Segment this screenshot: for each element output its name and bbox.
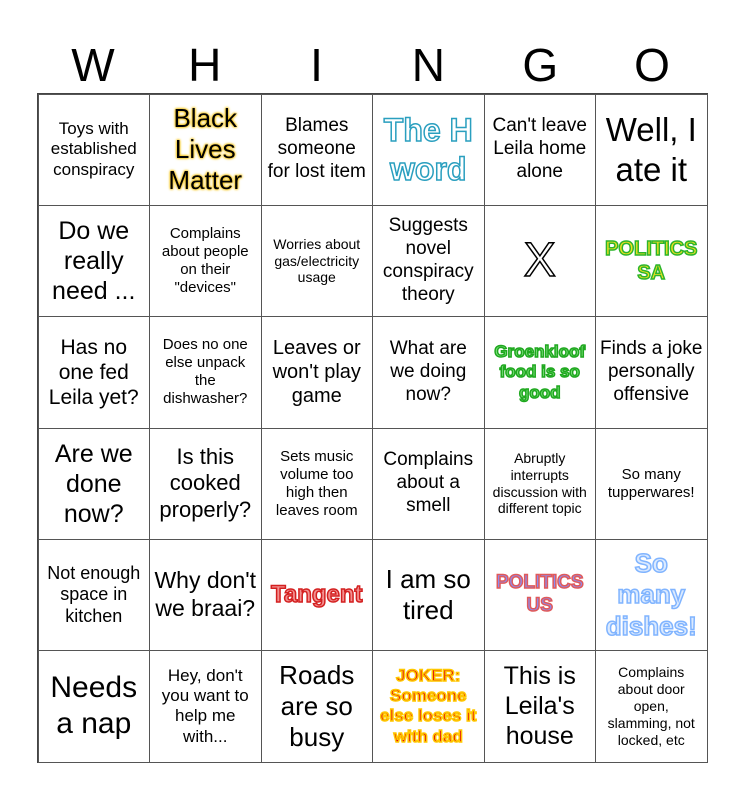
bingo-cell[interactable]: What are we doing now? [372,316,485,429]
bingo-cell[interactable]: Finds a joke personally offensive [595,316,708,429]
cell-text: Does no one else unpack the dishwasher? [162,336,248,408]
header-letter: G [522,39,559,91]
cell-text: So many dishes! [605,547,698,641]
cell-text: I am so tired [385,563,471,625]
cell-text: Leaves or won't play game [272,337,361,408]
bingo-cell[interactable]: So many dishes! [595,538,708,652]
cell-text: Is this cooked properly? [159,444,252,522]
bingo-cell[interactable]: Does no one else unpack the dishwasher? [149,316,262,429]
bingo-cell[interactable]: Worries about gas/electricity usage [260,204,373,318]
cell-text: Finds a joke personally offensive [600,338,703,405]
bingo-cell[interactable]: Is this cooked properly? [149,427,262,540]
bingo-cell[interactable]: Why don't we braai? [149,538,262,652]
bingo-cell[interactable]: Are we done now? [37,427,150,540]
header-letter: W [71,39,115,91]
cell-text: What are we doing now? [389,338,467,405]
bingo-cell[interactable]: Complains about a smell [372,427,485,540]
cell-text: Are we done now? [54,439,133,528]
cell-text: So many tupperwares! [607,465,695,501]
cell-text: Abruptly interrupts discussion with diff… [492,450,587,517]
cell-text: Toys with established conspiracy [50,119,137,179]
bingo-cell[interactable]: Tangent [260,538,373,652]
cell-text: This is Leila's house [503,662,576,751]
cell-text: JOKER: Someone else loses it with dad [379,665,477,747]
header-letter: N [411,39,446,91]
bingo-cell[interactable]: Blames someone for lost item [260,93,373,206]
bingo-cell[interactable]: The H word [372,93,485,206]
bingo-cell[interactable]: Groenkloof food is so good [483,316,596,429]
cell-text: Hey, don't you want to help me with... [161,665,249,746]
cell-text: Well, I ate it [605,111,697,188]
cell-text: Tangent [270,580,363,608]
cell-text: Complains about a smell [383,449,474,517]
cell-text: Black Lives Matter [168,102,243,196]
bingo-cell[interactable]: Needs a nap [37,650,150,763]
cell-text: Blames someone for lost item [267,115,366,183]
bingo-cell[interactable]: Complains about people on their "devices… [149,204,262,318]
bingo-cell[interactable]: Well, I ate it [595,93,708,206]
cell-text: Why don't we braai? [154,567,257,621]
cell-text: Complains about people on their "devices… [161,224,249,296]
bingo-cell[interactable]: Toys with established conspiracy [37,93,150,206]
bingo-cell[interactable]: Do we really need ... [37,204,150,318]
cell-text: X [523,233,557,288]
cell-text: Suggests novel conspiracy theory [382,215,474,305]
cell-text: Roads are so busy [279,659,355,752]
header-letter: O [634,39,670,91]
cell-text: Has no one fed Leila yet? [48,335,139,409]
bingo-cell[interactable]: Can't leave Leila home alone [483,93,596,206]
header-letter: H [188,39,222,91]
cell-text: Worries about gas/electricity usage [273,235,361,286]
bingo-cell[interactable]: Sets music volume too high then leaves r… [260,427,373,540]
cell-text: Groenkloof food is so good [494,341,586,402]
cell-text: POLITICS US [495,571,584,616]
cell-text: Needs a nap [50,671,138,741]
cell-text: Do we really need ... [52,216,136,305]
bingo-cell[interactable]: Roads are so busy [260,650,373,763]
cell-text: POLITICS SA [604,237,698,285]
cell-text: Sets music volume too high then leaves r… [275,447,358,519]
cell-text: Not enough space in kitchen [47,562,141,626]
bingo-cell[interactable]: Black Lives Matter [149,93,262,206]
bingo-cell[interactable]: Has no one fed Leila yet? [37,316,150,429]
bingo-cell[interactable]: Suggests novel conspiracy theory [372,204,485,318]
header-letter: I [310,39,323,91]
bingo-cell[interactable]: Hey, don't you want to help me with... [149,650,262,763]
cell-text: The H word [383,112,473,188]
bingo-cell[interactable]: Abruptly interrupts discussion with diff… [483,427,596,540]
bingo-cell[interactable]: Not enough space in kitchen [37,538,150,652]
cell-text: Can't leave Leila home alone [492,115,587,183]
bingo-cell[interactable]: I am so tired [372,538,485,652]
bingo-cell[interactable]: JOKER: Someone else loses it with dad [372,650,485,763]
bingo-cell[interactable]: Leaves or won't play game [260,316,373,429]
bingo-cell[interactable]: This is Leila's house [483,650,596,763]
free-space-cell[interactable]: X [483,204,596,318]
bingo-cell[interactable]: POLITICS SA [595,204,708,318]
bingo-grid: Toys with established conspiracy Black Li… [37,93,708,763]
bingo-cell[interactable]: POLITICS US [483,538,596,652]
cell-text: Complains about door open, slamming, not… [607,664,695,748]
bingo-cell[interactable]: Complains about door open, slamming, not… [595,650,708,763]
bingo-cell[interactable]: So many tupperwares! [595,427,708,540]
